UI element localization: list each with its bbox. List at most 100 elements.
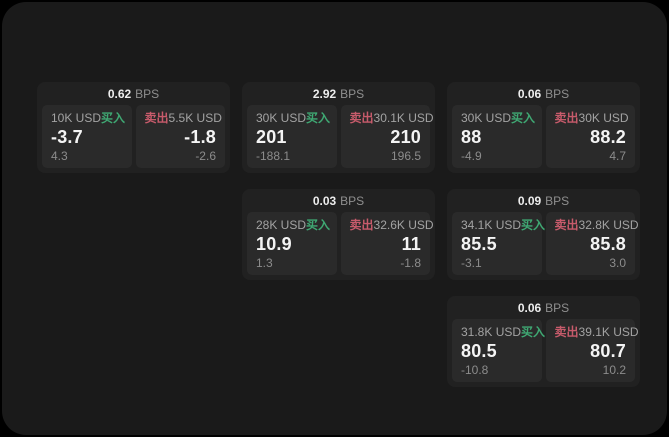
bps-unit-label: BPS [340,86,365,101]
card-body: 34.1K USD 买入 85.5 -3.1 卖出 32.8K USD 85.8… [452,212,639,275]
buy-price: 80.5 [461,341,497,361]
buy-header-row: 31.8K USD 买入 [461,325,545,339]
buy-pane[interactable]: 30K USD 买入 201 -188.1 [247,105,337,168]
buy-amount: 34.1K USD [461,218,522,232]
card-header: 0.06 BPS [452,82,635,105]
buy-side-label: 买入 [101,111,126,125]
card-header: 0.03 BPS [247,189,430,212]
sell-side-label: 卖出 [554,325,579,339]
sell-pane[interactable]: 卖出 30K USD 88.2 4.7 [545,105,635,168]
card-body: 28K USD 买入 10.9 1.3 卖出 32.6K USD 11 -1.8 [247,212,434,275]
card-header: 0.62 BPS [42,82,225,105]
buy-side-label: 买入 [306,218,331,232]
bps-value: 0.06 [517,300,542,315]
sell-side-label: 卖出 [349,218,374,232]
buy-side-label: 买入 [511,111,536,125]
buy-pane[interactable]: 34.1K USD 买入 85.5 -3.1 [452,212,545,275]
sell-price: 88.2 [590,127,626,147]
sell-delta: 3.0 [609,256,626,270]
buy-price: -3.7 [51,127,83,147]
sell-side-label: 卖出 [554,111,579,125]
sell-delta: 196.5 [390,149,421,163]
buy-header-row: 10K USD 买入 [51,111,126,125]
bps-value: 0.03 [312,193,337,208]
sell-price: 80.7 [590,341,626,361]
buy-amount: 31.8K USD [461,325,522,339]
quote-card: 2.92 BPS 30K USD 买入 201 -188.1 卖出 30.1K … [242,82,435,173]
card-body: 30K USD 买入 201 -188.1 卖出 30.1K USD 210 1… [247,105,434,168]
sell-pane[interactable]: 卖出 32.8K USD 85.8 3.0 [545,212,639,275]
buy-price: 10.9 [256,234,292,254]
bps-value: 0.06 [517,86,542,101]
bps-unit-label: BPS [545,86,570,101]
sell-header-row: 卖出 30K USD [554,111,629,125]
buy-header-row: 28K USD 买入 [256,218,331,232]
buy-side-label: 买入 [521,325,546,339]
sell-header-row: 卖出 5.5K USD [145,112,222,124]
buy-amount: 28K USD [256,218,307,232]
sell-side-label: 卖出 [554,218,579,232]
sell-delta: 10.2 [602,363,626,377]
sell-pane[interactable]: 卖出 5.5K USD -1.8 -2.6 [135,105,225,168]
card-body: 31.8K USD 买入 80.5 -10.8 卖出 39.1K USD 80.… [452,319,639,382]
buy-price: 88 [461,127,482,147]
buy-delta: 1.3 [256,256,273,270]
buy-pane[interactable]: 30K USD 买入 88 -4.9 [452,105,542,168]
sell-delta: -2.6 [195,149,216,163]
card-header: 0.09 BPS [452,189,635,212]
sell-amount: 30K USD [578,111,629,125]
buy-price: 85.5 [461,234,497,254]
sell-amount: 32.6K USD [373,218,434,232]
buy-pane[interactable]: 28K USD 买入 10.9 1.3 [247,212,337,275]
sell-price: 85.8 [590,234,626,254]
buy-delta: 4.3 [51,149,68,163]
quote-card: 0.62 BPS 10K USD 买入 -3.7 4.3 卖出 5.5K USD… [37,82,230,173]
sell-header-row: 卖出 32.8K USD [554,218,639,232]
bps-value: 0.62 [107,86,132,101]
quote-card: 0.06 BPS 31.8K USD 买入 80.5 -10.8 卖出 39.1… [447,296,640,387]
sell-price: 11 [401,234,421,254]
sell-header-row: 卖出 32.6K USD [349,218,434,232]
sell-price: -1.8 [184,127,216,147]
buy-pane[interactable]: 10K USD 买入 -3.7 4.3 [42,105,132,168]
buy-pane[interactable]: 31.8K USD 买入 80.5 -10.8 [452,319,545,382]
bps-unit-label: BPS [545,193,570,208]
buy-delta: -188.1 [256,149,291,163]
buy-delta: -10.8 [461,363,489,377]
sell-header-row: 卖出 39.1K USD [554,325,639,339]
buy-amount: 10K USD [51,111,102,125]
buy-amount: 30K USD [461,111,512,125]
sell-header-row: 卖出 30.1K USD [349,111,434,125]
quote-card: 0.03 BPS 28K USD 买入 10.9 1.3 卖出 32.6K US… [242,189,435,280]
sell-amount: 5.5K USD [168,111,222,125]
bps-unit-label: BPS [135,86,160,101]
sell-amount: 32.8K USD [578,218,639,232]
card-header: 2.92 BPS [247,82,430,105]
bps-value: 0.09 [517,193,542,208]
buy-side-label: 买入 [521,218,546,232]
bps-unit-label: BPS [340,193,365,208]
card-body: 30K USD 买入 88 -4.9 卖出 30K USD 88.2 4.7 [452,105,635,168]
sell-side-label: 卖出 [349,111,374,125]
sell-delta: -1.8 [400,256,421,270]
buy-amount: 30K USD [256,111,307,125]
buy-delta: -3.1 [461,256,482,270]
sell-amount: 30.1K USD [373,111,434,125]
bps-value: 2.92 [312,86,337,101]
quote-card-grid: 0.62 BPS 10K USD 买入 -3.7 4.3 卖出 5.5K USD… [37,82,640,387]
sell-amount: 39.1K USD [578,325,639,339]
buy-price: 201 [256,127,287,147]
sell-pane[interactable]: 卖出 30.1K USD 210 196.5 [340,105,434,168]
buy-header-row: 30K USD 买入 [461,111,536,125]
sell-pane[interactable]: 卖出 39.1K USD 80.7 10.2 [545,319,639,382]
buy-header-row: 30K USD 买入 [256,111,331,125]
sell-pane[interactable]: 卖出 32.6K USD 11 -1.8 [340,212,434,275]
card-header: 0.06 BPS [452,296,635,319]
bps-unit-label: BPS [545,300,570,315]
card-body: 10K USD 买入 -3.7 4.3 卖出 5.5K USD -1.8 -2.… [42,105,225,168]
buy-header-row: 34.1K USD 买入 [461,218,545,232]
buy-side-label: 买入 [306,111,331,125]
sell-price: 210 [390,127,421,147]
quote-card: 0.06 BPS 30K USD 买入 88 -4.9 卖出 30K USD 8… [447,82,640,173]
